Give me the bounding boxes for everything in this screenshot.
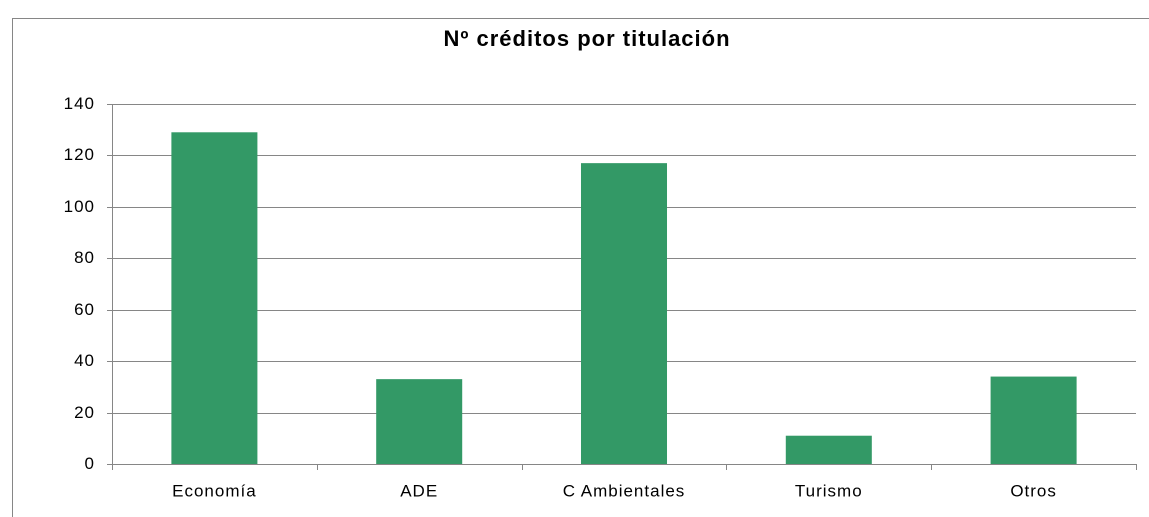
y-tick-label: 20 xyxy=(74,403,95,422)
y-tick-label: 120 xyxy=(64,145,95,164)
x-tick-label: Economía xyxy=(172,481,257,500)
bar xyxy=(376,379,463,464)
x-tick-label: ADE xyxy=(400,481,438,500)
y-tick-label: 40 xyxy=(74,351,95,370)
y-tick-label: 80 xyxy=(74,248,95,267)
bar xyxy=(785,435,872,464)
chart-title: Nº créditos por titulación xyxy=(443,26,730,51)
bar xyxy=(171,132,258,465)
x-tick-label: Turismo xyxy=(795,481,863,500)
y-tick-label: 140 xyxy=(64,94,95,113)
y-tick-label: 60 xyxy=(74,300,95,319)
x-tick-label: C Ambientales xyxy=(563,481,686,500)
y-tick-label: 0 xyxy=(85,454,95,473)
bar xyxy=(580,163,668,464)
bar xyxy=(990,376,1077,464)
y-tick-label: 100 xyxy=(64,197,95,216)
x-tick-label: Otros xyxy=(1010,481,1057,500)
